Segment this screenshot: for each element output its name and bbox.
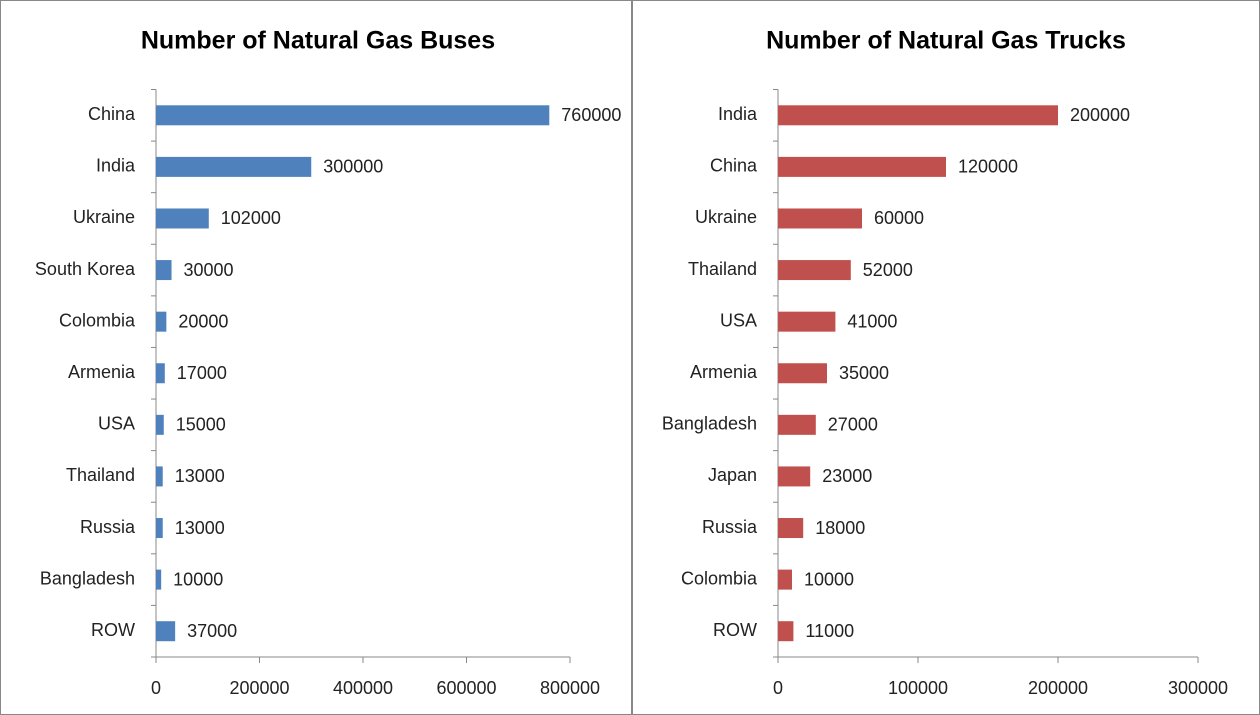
y-tick-label: Armenia bbox=[690, 362, 758, 382]
value-label: 30000 bbox=[184, 260, 234, 280]
y-tick-label: Colombia bbox=[59, 310, 136, 330]
x-tick-label: 600000 bbox=[436, 678, 496, 698]
value-label: 60000 bbox=[874, 208, 924, 228]
y-tick-label: Colombia bbox=[681, 568, 758, 588]
x-tick-label: 0 bbox=[773, 678, 783, 698]
bar bbox=[778, 363, 827, 384]
bar bbox=[778, 518, 804, 539]
bar bbox=[156, 105, 550, 126]
x-tick-label: 800000 bbox=[540, 678, 600, 698]
y-tick-label: Ukraine bbox=[73, 207, 135, 227]
value-label: 52000 bbox=[863, 260, 913, 280]
bar bbox=[778, 621, 794, 642]
x-tick-label: 100000 bbox=[888, 678, 948, 698]
y-tick-label: Bangladesh bbox=[40, 568, 135, 588]
bar bbox=[778, 260, 851, 281]
y-tick-label: Ukraine bbox=[695, 207, 757, 227]
y-tick-label: ROW bbox=[91, 620, 135, 640]
value-label: 18000 bbox=[815, 518, 865, 538]
value-label: 27000 bbox=[828, 415, 878, 435]
value-label: 300000 bbox=[323, 157, 383, 177]
chart-title: Number of Natural Gas Trucks bbox=[766, 27, 1126, 55]
y-tick-label: Russia bbox=[702, 517, 758, 537]
bar bbox=[156, 466, 163, 487]
value-label: 11000 bbox=[805, 621, 854, 641]
y-tick-label: Russia bbox=[80, 517, 136, 537]
x-tick-label: 300000 bbox=[1168, 678, 1228, 698]
value-label: 200000 bbox=[1070, 105, 1130, 125]
y-tick-label: USA bbox=[720, 310, 757, 330]
bar bbox=[156, 311, 167, 332]
bar bbox=[778, 156, 946, 177]
value-label: 35000 bbox=[839, 363, 889, 383]
x-tick-label: 200000 bbox=[1028, 678, 1088, 698]
value-label: 13000 bbox=[175, 466, 225, 486]
y-tick-label: China bbox=[88, 104, 136, 124]
y-tick-label: Bangladesh bbox=[662, 414, 757, 434]
y-tick-label: USA bbox=[98, 414, 135, 434]
bar bbox=[156, 569, 162, 590]
y-tick-label: Japan bbox=[708, 465, 757, 485]
chart-title: Number of Natural Gas Buses bbox=[141, 27, 495, 55]
value-label: 120000 bbox=[958, 157, 1018, 177]
bar bbox=[778, 311, 836, 332]
bar bbox=[778, 414, 816, 435]
bar bbox=[156, 260, 172, 281]
value-label: 102000 bbox=[221, 208, 281, 228]
value-label: 17000 bbox=[177, 363, 227, 383]
bar bbox=[778, 569, 792, 590]
bar bbox=[156, 363, 165, 384]
value-label: 10000 bbox=[804, 569, 854, 589]
y-tick-label: ROW bbox=[713, 620, 757, 640]
bar bbox=[156, 414, 164, 435]
bar bbox=[156, 518, 163, 539]
bar bbox=[156, 208, 209, 229]
value-label: 20000 bbox=[178, 311, 228, 331]
value-label: 41000 bbox=[847, 311, 897, 331]
y-tick-label: Thailand bbox=[688, 259, 757, 279]
y-tick-label: India bbox=[96, 156, 136, 176]
y-tick-label: Thailand bbox=[66, 465, 135, 485]
value-label: 37000 bbox=[187, 621, 237, 641]
bar bbox=[778, 466, 811, 487]
x-tick-label: 0 bbox=[151, 678, 161, 698]
value-label: 23000 bbox=[822, 466, 872, 486]
value-label: 13000 bbox=[175, 518, 225, 538]
bar bbox=[156, 156, 312, 177]
bar bbox=[778, 208, 862, 229]
y-tick-label: China bbox=[710, 156, 758, 176]
value-label: 15000 bbox=[176, 415, 226, 435]
x-tick-label: 200000 bbox=[229, 678, 289, 698]
y-tick-label: South Korea bbox=[35, 259, 136, 279]
y-tick-label: Armenia bbox=[68, 362, 136, 382]
value-label: 10000 bbox=[173, 569, 223, 589]
y-tick-label: India bbox=[718, 104, 758, 124]
x-tick-label: 400000 bbox=[333, 678, 393, 698]
bar bbox=[156, 621, 176, 642]
value-label: 760000 bbox=[561, 105, 621, 125]
bar bbox=[778, 105, 1058, 126]
